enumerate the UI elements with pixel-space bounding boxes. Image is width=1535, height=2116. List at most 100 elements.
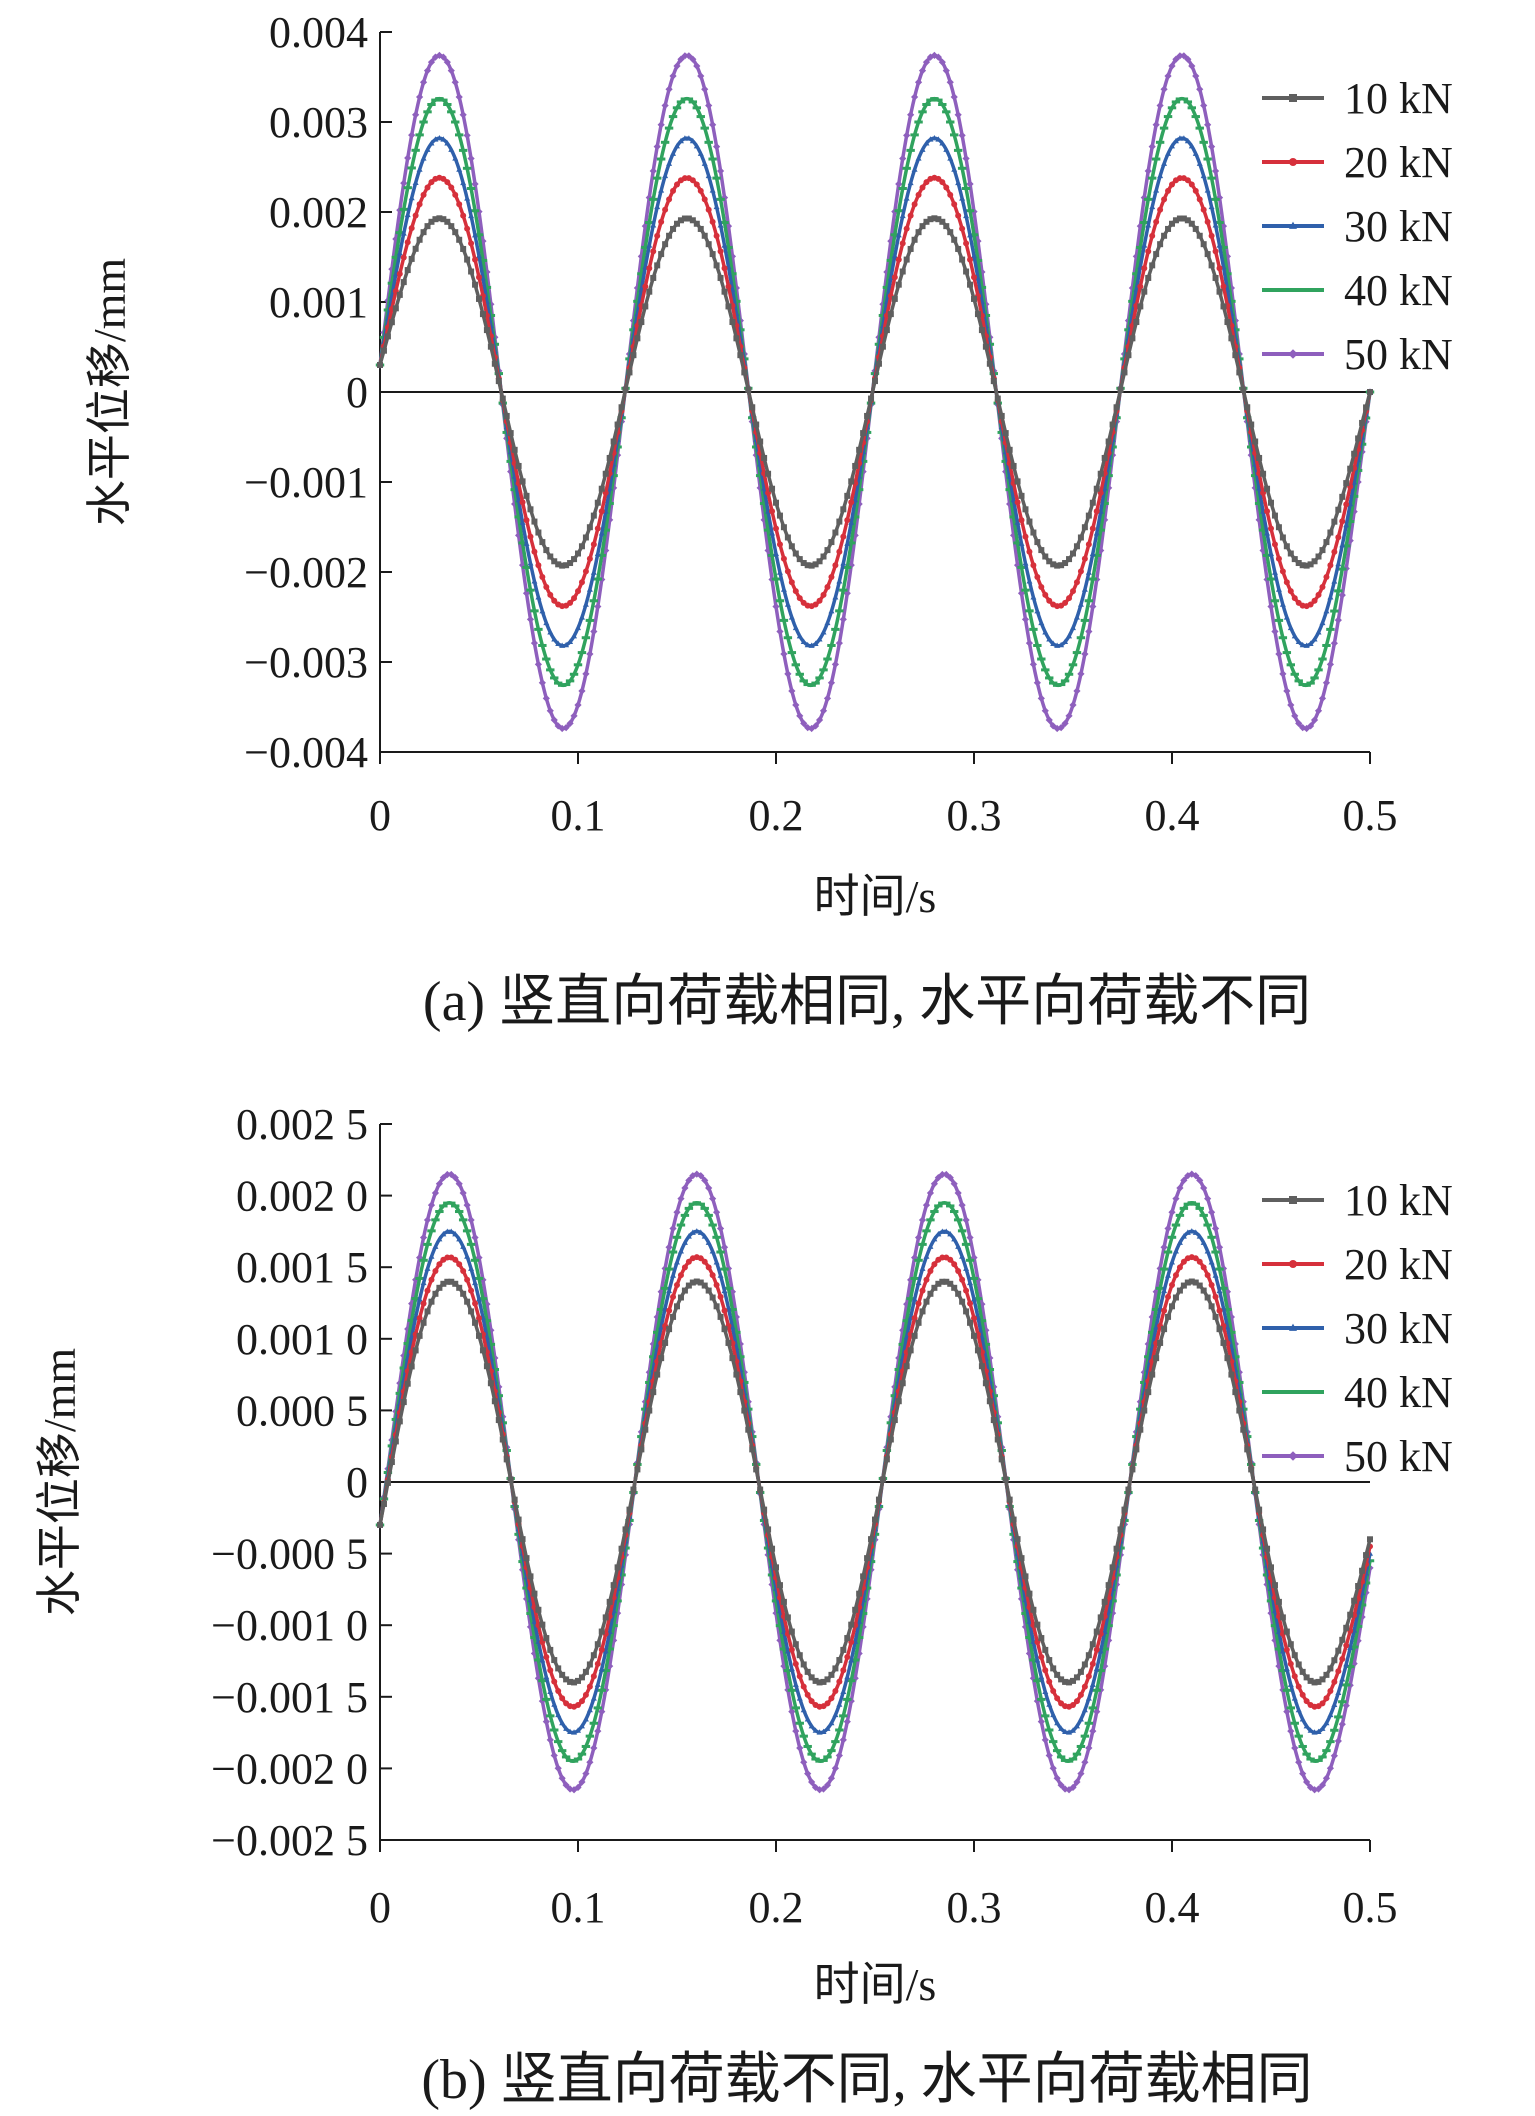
data-point bbox=[1148, 1330, 1157, 1334]
data-point bbox=[1215, 193, 1224, 202]
data-point bbox=[894, 209, 903, 213]
data-point bbox=[721, 242, 728, 248]
data-point bbox=[515, 462, 522, 469]
data-point bbox=[542, 1718, 550, 1726]
data-point bbox=[1069, 1783, 1077, 1792]
data-point bbox=[967, 1319, 974, 1326]
data-point bbox=[1331, 1701, 1338, 1707]
data-point bbox=[918, 66, 927, 75]
data-point bbox=[1045, 716, 1053, 724]
data-point bbox=[701, 1176, 709, 1184]
data-point bbox=[899, 240, 906, 247]
data-point bbox=[919, 184, 926, 191]
y-tick-label: −0.002 0 bbox=[211, 1744, 368, 1793]
data-point bbox=[1076, 636, 1086, 640]
data-point bbox=[630, 1486, 637, 1493]
data-point bbox=[404, 267, 411, 274]
data-point bbox=[1220, 1339, 1227, 1346]
data-point bbox=[823, 1755, 832, 1759]
data-point bbox=[1180, 52, 1188, 60]
data-point bbox=[1220, 303, 1227, 310]
data-point bbox=[578, 1722, 585, 1729]
data-point bbox=[1274, 1647, 1284, 1651]
data-point bbox=[978, 268, 986, 276]
data-point bbox=[440, 175, 447, 182]
data-point bbox=[775, 599, 785, 603]
data-point bbox=[677, 1248, 684, 1254]
data-point bbox=[1155, 1286, 1165, 1290]
data-point bbox=[1207, 1235, 1216, 1239]
data-point bbox=[1279, 1647, 1286, 1654]
data-point bbox=[1073, 1778, 1081, 1786]
data-point bbox=[950, 1210, 959, 1214]
y-tick-label: 0 bbox=[346, 368, 368, 417]
data-point bbox=[971, 295, 977, 302]
data-point bbox=[1092, 1688, 1101, 1692]
data-point bbox=[448, 1278, 455, 1285]
data-point bbox=[1208, 262, 1215, 269]
data-point bbox=[1072, 651, 1082, 655]
data-point bbox=[947, 229, 954, 236]
data-point bbox=[610, 438, 617, 445]
data-point bbox=[1070, 1727, 1076, 1733]
data-point bbox=[1117, 1526, 1124, 1533]
data-point bbox=[835, 1728, 844, 1732]
data-point bbox=[1188, 1228, 1195, 1234]
data-point bbox=[1268, 550, 1274, 556]
data-point bbox=[666, 1307, 673, 1314]
data-point bbox=[440, 136, 447, 142]
legend-marker bbox=[1287, 288, 1299, 292]
data-point bbox=[451, 1204, 460, 1208]
data-point bbox=[613, 1599, 622, 1603]
data-point bbox=[460, 245, 467, 252]
data-point bbox=[392, 235, 400, 243]
data-point bbox=[732, 299, 741, 303]
data-point bbox=[721, 265, 728, 272]
y-tick-label: 0.001 0 bbox=[236, 1315, 368, 1364]
data-point bbox=[1204, 187, 1211, 193]
data-point bbox=[812, 1677, 819, 1684]
y-tick-label: 0.003 bbox=[269, 98, 368, 147]
data-point bbox=[1161, 232, 1168, 239]
data-point bbox=[468, 212, 475, 219]
data-point bbox=[800, 1706, 807, 1713]
data-point bbox=[408, 131, 416, 139]
data-point bbox=[1339, 1676, 1346, 1682]
data-point bbox=[824, 547, 831, 554]
data-point bbox=[476, 1332, 482, 1339]
data-point bbox=[594, 602, 602, 611]
data-point bbox=[440, 1280, 447, 1287]
data-point bbox=[1042, 591, 1049, 598]
data-point bbox=[808, 642, 815, 648]
data-point bbox=[551, 1678, 558, 1685]
data-point bbox=[935, 1231, 942, 1237]
data-point bbox=[963, 1265, 970, 1271]
data-point bbox=[653, 176, 662, 180]
data-point bbox=[946, 1204, 955, 1208]
data-point bbox=[840, 1688, 847, 1695]
data-point bbox=[704, 140, 713, 144]
data-point bbox=[728, 1307, 737, 1311]
data-point bbox=[827, 1749, 836, 1753]
data-point bbox=[563, 641, 570, 648]
data-point bbox=[400, 254, 407, 261]
legend-marker bbox=[1289, 158, 1297, 166]
data-point bbox=[1070, 1702, 1076, 1709]
data-point bbox=[891, 1417, 898, 1424]
data-point bbox=[646, 1407, 653, 1414]
data-point bbox=[436, 215, 443, 222]
data-point bbox=[1034, 539, 1041, 546]
data-point bbox=[1066, 595, 1073, 602]
data-point bbox=[1136, 245, 1145, 249]
data-point bbox=[462, 166, 472, 170]
data-point bbox=[1303, 1674, 1310, 1681]
data-point bbox=[404, 211, 411, 218]
data-point bbox=[1066, 1679, 1073, 1686]
data-point bbox=[922, 1201, 931, 1209]
data-point bbox=[1314, 707, 1323, 715]
data-point bbox=[1283, 1665, 1290, 1672]
data-point bbox=[460, 179, 467, 186]
data-point bbox=[879, 1476, 886, 1483]
data-point bbox=[820, 629, 827, 635]
data-point bbox=[1169, 181, 1175, 188]
